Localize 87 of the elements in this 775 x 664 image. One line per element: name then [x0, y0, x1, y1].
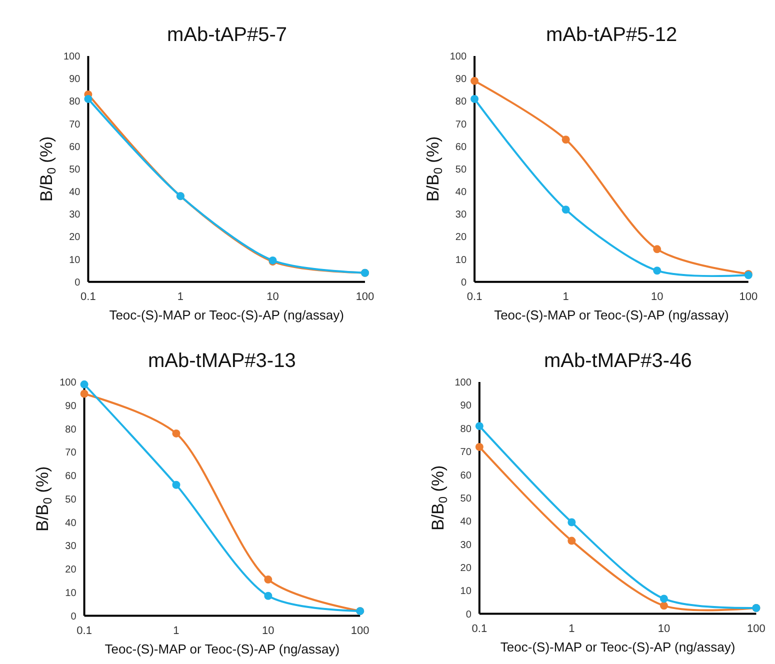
y-tick-label: 90	[65, 400, 77, 412]
y-tick-label: 0	[460, 277, 467, 288]
x-tick-label: 0.1	[472, 622, 488, 635]
y-tick-label: 20	[455, 232, 467, 244]
point	[475, 442, 484, 451]
y-tick-label: 80	[455, 96, 467, 108]
y-tick-label: 30	[460, 540, 472, 551]
y-tick-label: 100	[64, 52, 81, 63]
point	[172, 429, 180, 438]
y-tick-label: 20	[65, 564, 77, 576]
y-tick-label: 80	[460, 424, 472, 435]
y-tick-label: 50	[69, 164, 81, 176]
y-tick-label: 90	[69, 74, 81, 86]
chart-title: mAb-tMAP#3-13	[148, 350, 296, 372]
x-tick-label: 10	[658, 622, 670, 635]
chart-title: mAb-tMAP#3-46	[544, 350, 692, 372]
y-tick-label: 100	[454, 378, 472, 389]
y-tick-label: 70	[460, 447, 472, 458]
y-tick-label: 20	[460, 562, 472, 574]
point	[470, 76, 479, 85]
y-tick-label: 0	[74, 277, 81, 288]
point	[568, 536, 576, 545]
x-axis-title: Teoc-(S)-MAP or Teoc-(S)-AP (ng/assay)	[109, 308, 344, 323]
y-tick-label: 40	[65, 518, 77, 529]
y-tick-label: 100	[450, 52, 467, 63]
y-tick-label: 30	[455, 210, 467, 221]
y-tick-label: 30	[65, 541, 77, 552]
y-tick-label: 30	[69, 210, 81, 221]
point	[562, 136, 570, 144]
y-tick-label: 10	[460, 586, 472, 598]
point	[264, 576, 272, 584]
y-tick-label: 90	[455, 74, 467, 86]
point	[172, 480, 180, 489]
point	[475, 422, 484, 430]
y-tick-label: 50	[455, 164, 467, 176]
point	[80, 390, 88, 398]
x-tick-label: 100	[747, 622, 766, 635]
chart-title: mAb-tAP#5-7	[167, 24, 288, 46]
y-tick-label: 80	[69, 96, 81, 108]
point	[562, 206, 570, 214]
x-tick-label: 10	[266, 290, 279, 303]
y-tick-label: 70	[69, 119, 81, 130]
x-tick-label: 100	[356, 290, 374, 303]
y-tick-label: 80	[65, 424, 77, 436]
point	[660, 602, 668, 610]
y-tick-label: 50	[65, 494, 77, 506]
x-tick-label: 0.1	[80, 290, 96, 303]
x-tick-label: 100	[739, 290, 758, 303]
y-tick-label: 40	[455, 187, 467, 198]
y-tick-label: 100	[60, 378, 77, 389]
x-tick-label: 10	[262, 624, 274, 637]
y-tick-label: 20	[69, 232, 81, 244]
y-tick-label: 10	[65, 588, 77, 599]
x-tick-label: 1	[568, 622, 575, 635]
point	[568, 518, 576, 526]
x-axis-title: Teoc-(S)-MAP or Teoc-(S)-AP (ng/assay)	[494, 308, 729, 323]
y-tick-label: 0	[70, 611, 77, 622]
x-tick-label: 10	[650, 290, 664, 303]
y-tick-label: 50	[460, 493, 472, 504]
point	[84, 94, 92, 103]
y-tick-label: 60	[460, 470, 472, 482]
y-tick-label: 10	[455, 254, 467, 266]
x-tick-label: 100	[350, 624, 370, 637]
point	[653, 245, 662, 254]
point	[80, 380, 88, 388]
x-tick-label: 0.1	[76, 624, 92, 637]
y-tick-label: 70	[455, 119, 467, 130]
x-tick-label: 0.1	[466, 290, 482, 303]
y-tick-label: 60	[65, 471, 77, 482]
y-tick-label: 60	[455, 142, 467, 153]
x-tick-label: 1	[562, 290, 569, 303]
y-tick-label: 70	[65, 448, 77, 459]
y-tick-label: 10	[69, 254, 81, 266]
y-tick-label: 0	[466, 609, 472, 620]
x-tick-label: 1	[173, 624, 180, 637]
point	[653, 266, 662, 275]
point	[470, 94, 479, 103]
x-tick-label: 1	[177, 290, 184, 303]
point	[264, 592, 272, 600]
point	[660, 594, 668, 603]
chart-title: mAb-tAP#5-12	[546, 24, 678, 46]
y-tick-label: 60	[69, 142, 81, 153]
y-tick-label: 40	[69, 187, 81, 198]
x-axis-title: Teoc-(S)-MAP or Teoc-(S)-AP (ng/assay)	[500, 639, 736, 654]
y-tick-label: 90	[460, 400, 472, 412]
y-tick-label: 40	[460, 516, 472, 528]
x-axis-title: Teoc-(S)-MAP or Teoc-(S)-AP (ng/assay)	[104, 641, 340, 656]
